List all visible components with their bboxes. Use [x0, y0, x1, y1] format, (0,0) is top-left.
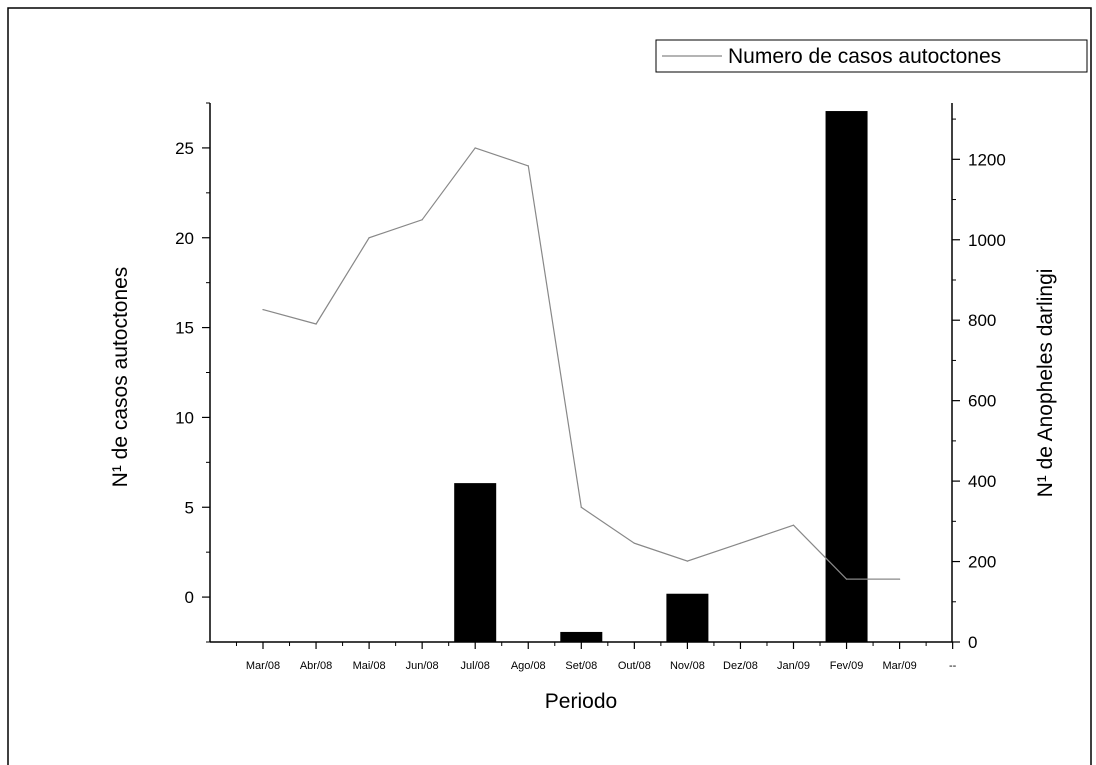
bar [825, 111, 868, 642]
x-tick-label: Fev/09 [830, 660, 864, 672]
x-tick-label: Nov/08 [670, 660, 705, 672]
y-left-tick-label: 25 [175, 139, 194, 158]
x-tick-label: Mai/08 [353, 660, 386, 672]
x-tick-label: -- [949, 660, 957, 672]
series-line-casos-autoctones [262, 147, 900, 580]
line-point [474, 147, 476, 149]
y-right-tick-label: 1200 [968, 150, 1006, 169]
bar [560, 631, 603, 642]
x-tick-label: Jun/08 [406, 660, 439, 672]
y-left-tick-label: 0 [185, 588, 194, 607]
line-point [686, 560, 689, 562]
y-right-tick-label: 400 [968, 472, 996, 491]
bars-layer [454, 111, 868, 642]
legend-box [655, 39, 1088, 73]
line-layer [262, 147, 901, 580]
line-point [262, 309, 264, 311]
x-tick-label: Jan/09 [777, 660, 810, 672]
y-left-tick-label: 10 [175, 408, 194, 427]
x-tick-label: Mar/08 [246, 660, 280, 672]
x-axis-title: Periodo [545, 690, 617, 713]
y-right-tick-label: 200 [968, 553, 996, 572]
line-point [633, 542, 635, 544]
y-axis-left-title: N¹ de casos autoctones [109, 267, 132, 488]
x-tick-label: Set/08 [565, 660, 597, 672]
y-axis-right-title: N¹ de Anopheles darlingi [1034, 269, 1057, 498]
line-point [792, 524, 795, 526]
x-tick-label: Mar/09 [882, 660, 916, 672]
x-tick-label: Jul/08 [461, 660, 490, 672]
bar [454, 483, 497, 642]
y-right-tick-label: 1000 [968, 231, 1006, 250]
legend: Numero de casos autoctones [655, 39, 1088, 73]
line-point [368, 237, 370, 239]
y-left-tick-label: 5 [185, 498, 194, 517]
x-tick-label: Out/08 [618, 660, 651, 672]
x-tick-label: Ago/08 [511, 660, 546, 672]
legend-label: Numero de casos autoctones [728, 45, 1001, 68]
labels-layer: Mar/08 Abr/08 Mai/08 Jun/08 Jul/08 Ago/08 Set/… [175, 139, 1006, 672]
bar [666, 593, 709, 642]
x-tick-label: Abr/08 [300, 660, 332, 672]
ticks-layer [202, 102, 960, 649]
line-point [899, 578, 901, 580]
line-point [580, 506, 582, 508]
y-left-tick-label: 15 [175, 319, 194, 338]
line-point [739, 542, 742, 544]
y-right-tick-label: 0 [968, 633, 977, 652]
figure-border [7, 7, 1092, 765]
line-point [315, 323, 317, 325]
y-right-tick-label: 600 [968, 392, 996, 411]
y-left-tick-label: 20 [175, 229, 194, 248]
x-tick-label: Dez/08 [723, 660, 758, 672]
y-right-tick-label: 800 [968, 311, 996, 330]
line-point [527, 165, 529, 167]
line-point [845, 578, 848, 580]
line-point [421, 219, 423, 221]
